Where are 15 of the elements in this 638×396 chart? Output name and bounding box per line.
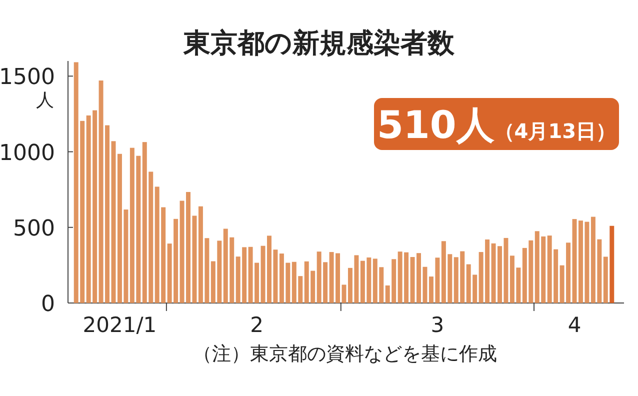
chart-title: 東京都の新規感染者数 — [182, 28, 456, 59]
x-tick-label: 2 — [250, 313, 264, 337]
bar — [610, 226, 614, 303]
y-tick-label: 1500 — [0, 65, 55, 90]
x-tick-label: 2021/1 — [82, 313, 157, 337]
bar — [342, 284, 346, 303]
annotation: 510人（4月13日） — [376, 103, 616, 147]
y-tick-label: 1000 — [0, 140, 55, 166]
y-tick-label: 0 — [41, 292, 55, 317]
y-tick-label: 500 — [13, 216, 55, 242]
bar — [603, 256, 608, 303]
x-tick-label: 3 — [430, 313, 444, 337]
text: （注）東京都の資料などを基に作成 — [193, 343, 497, 365]
x-tick-label: 4 — [568, 313, 582, 337]
y-axis-title: 人 — [36, 90, 54, 112]
